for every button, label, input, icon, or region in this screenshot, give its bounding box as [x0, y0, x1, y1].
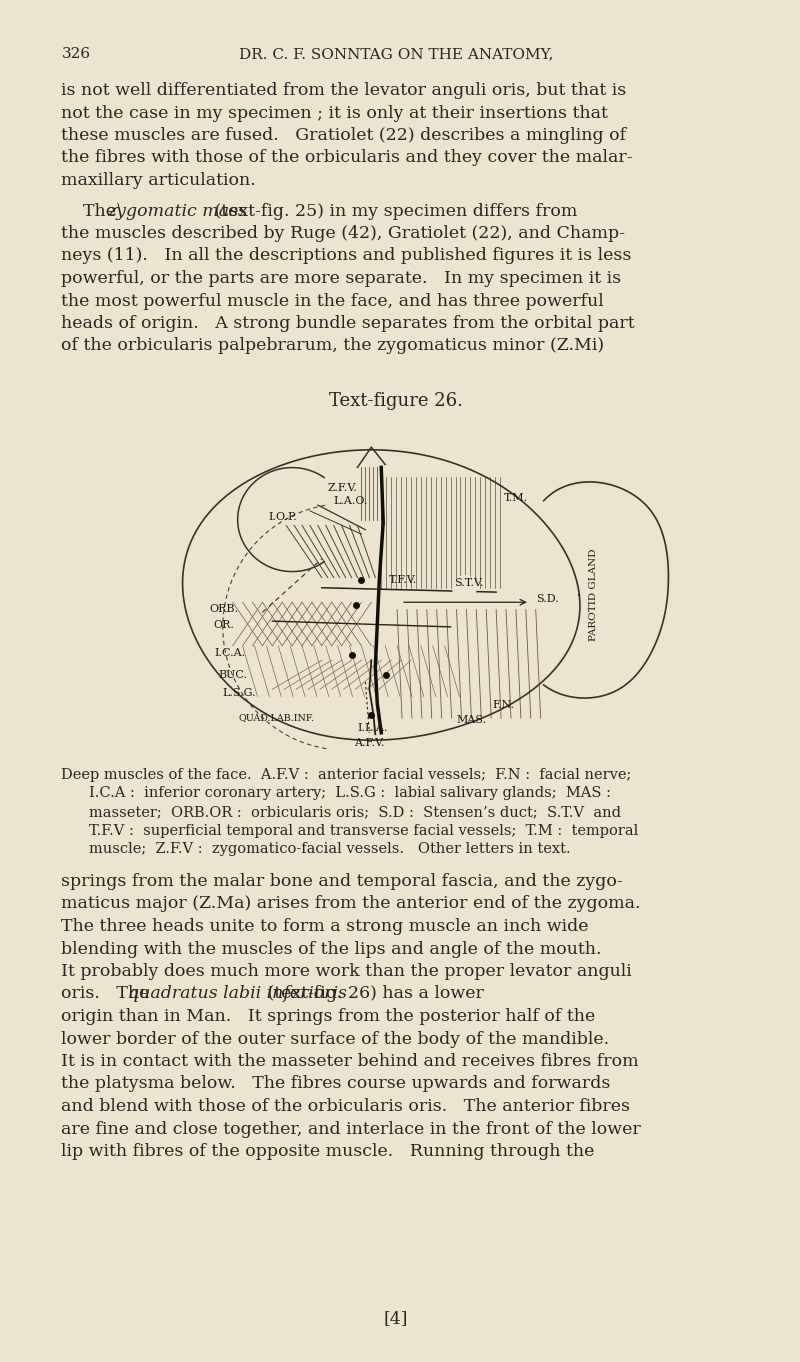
Text: F.N.: F.N.	[492, 700, 514, 710]
Text: A.F.V.: A.F.V.	[354, 738, 385, 748]
Text: oris.   The: oris. The	[62, 986, 155, 1002]
Text: powerful, or the parts are more separate.   In my specimen it is: powerful, or the parts are more separate…	[62, 270, 622, 287]
Text: I.C.A.: I.C.A.	[215, 648, 246, 658]
Text: DR. C. F. SONNTAG ON THE ANATOMY,: DR. C. F. SONNTAG ON THE ANATOMY,	[239, 48, 554, 61]
Text: Theʾ: Theʾ	[83, 203, 127, 219]
Circle shape	[453, 576, 476, 599]
Text: I.O.P.: I.O.P.	[268, 512, 297, 522]
Text: the platysma below.   The fibres course upwards and forwards: the platysma below. The fibres course up…	[62, 1076, 610, 1092]
Text: of the orbicularis palpebrarum, the zygomaticus minor (Z.Mi): of the orbicularis palpebrarum, the zygo…	[62, 338, 605, 354]
Text: (text-fig. 26) has a lower: (text-fig. 26) has a lower	[262, 986, 484, 1002]
Text: lower border of the outer surface of the body of the mandible.: lower border of the outer surface of the…	[62, 1031, 610, 1047]
Text: BUC.: BUC.	[219, 670, 248, 680]
Text: lip with fibres of the opposite muscle.   Running through the: lip with fibres of the opposite muscle. …	[62, 1143, 594, 1160]
Text: quadratus labii inferioris: quadratus labii inferioris	[128, 986, 347, 1002]
Text: and blend with those of the orbicularis oris.   The anterior fibres: and blend with those of the orbicularis …	[62, 1098, 630, 1115]
Text: Text-figure 26.: Text-figure 26.	[329, 392, 463, 410]
Text: 326: 326	[62, 48, 90, 61]
Text: Z.F.V.: Z.F.V.	[328, 482, 358, 493]
Text: L.A.O.: L.A.O.	[334, 496, 368, 505]
Text: heads of origin.   A strong bundle separates from the orbital part: heads of origin. A strong bundle separat…	[62, 315, 635, 332]
Text: the most powerful muscle in the face, and has three powerful: the most powerful muscle in the face, an…	[62, 293, 604, 309]
Text: I.C.A :  inferior coronary artery;  L.S.G :  labial salivary glands;  MAS :: I.C.A : inferior coronary artery; L.S.G …	[89, 786, 611, 801]
Text: are fine and close together, and interlace in the front of the lower: are fine and close together, and interla…	[62, 1121, 641, 1137]
Text: Deep muscles of the face.  A.F.V :  anterior facial vessels;  F.N :  facial nerv: Deep muscles of the face. A.F.V : anteri…	[62, 768, 632, 782]
Text: MAS.: MAS.	[457, 715, 486, 725]
Text: origin than in Man.   It springs from the posterior half of the: origin than in Man. It springs from the …	[62, 1008, 596, 1026]
Text: springs from the malar bone and temporal fascia, and the zygo-: springs from the malar bone and temporal…	[62, 873, 623, 889]
Text: muscle;  Z.F.V :  zygomatico-facial vessels.   Other letters in text.: muscle; Z.F.V : zygomatico-facial vessel…	[89, 842, 570, 855]
Text: (text-fig. 25) in my specimen differs from: (text-fig. 25) in my specimen differs fr…	[209, 203, 578, 219]
Text: It probably does much more work than the proper levator anguli: It probably does much more work than the…	[62, 963, 632, 981]
Text: T.F.V.: T.F.V.	[389, 575, 418, 586]
Text: not the case in my specimen ; it is only at their insertions that: not the case in my specimen ; it is only…	[62, 105, 608, 121]
Text: the fibres with those of the orbicularis and they cover the malar-: the fibres with those of the orbicularis…	[62, 150, 633, 166]
Text: masseter;  ORB.OR :  orbicularis oris;  S.D :  Stensen’s duct;  S.T.V  and: masseter; ORB.OR : orbicularis oris; S.D…	[89, 805, 621, 819]
Text: neys (11).   In all the descriptions and published figures it is less: neys (11). In all the descriptions and p…	[62, 248, 632, 264]
Text: OR.: OR.	[213, 620, 234, 631]
Text: zygomatic mass: zygomatic mass	[107, 203, 247, 219]
Text: I.L.A.: I.L.A.	[358, 723, 388, 733]
Text: L.S.G.: L.S.G.	[223, 689, 257, 699]
Text: T.F.V :  superficial temporal and transverse facial vessels;  T.M :  temporal: T.F.V : superficial temporal and transve…	[89, 824, 638, 838]
Text: QUAD.LAB.INF.: QUAD.LAB.INF.	[238, 712, 314, 722]
Text: PAROTID GLAND: PAROTID GLAND	[589, 549, 598, 642]
Text: is not well differentiated from the levator anguli oris, but that is: is not well differentiated from the leva…	[62, 82, 626, 99]
Text: The three heads unite to form a strong muscle an inch wide: The three heads unite to form a strong m…	[62, 918, 589, 934]
Text: maxillary articulation.: maxillary articulation.	[62, 172, 256, 189]
Text: [4]: [4]	[384, 1310, 408, 1327]
Text: ORB.: ORB.	[209, 605, 238, 614]
Text: the muscles described by Ruge (42), Gratiolet (22), and Champ-: the muscles described by Ruge (42), Grat…	[62, 225, 626, 242]
Text: It is in contact with the masseter behind and receives fibres from: It is in contact with the masseter behin…	[62, 1053, 639, 1071]
Text: blending with the muscles of the lips and angle of the mouth.: blending with the muscles of the lips an…	[62, 941, 602, 957]
Text: these muscles are fused.   Gratiolet (22) describes a mingling of: these muscles are fused. Gratiolet (22) …	[62, 127, 626, 144]
Text: maticus major (Z.Ma) arises from the anterior end of the zygoma.: maticus major (Z.Ma) arises from the ant…	[62, 895, 641, 913]
Text: T.M.: T.M.	[504, 493, 528, 503]
Text: S.D.: S.D.	[536, 594, 558, 605]
Text: S.T.V.: S.T.V.	[454, 579, 484, 588]
